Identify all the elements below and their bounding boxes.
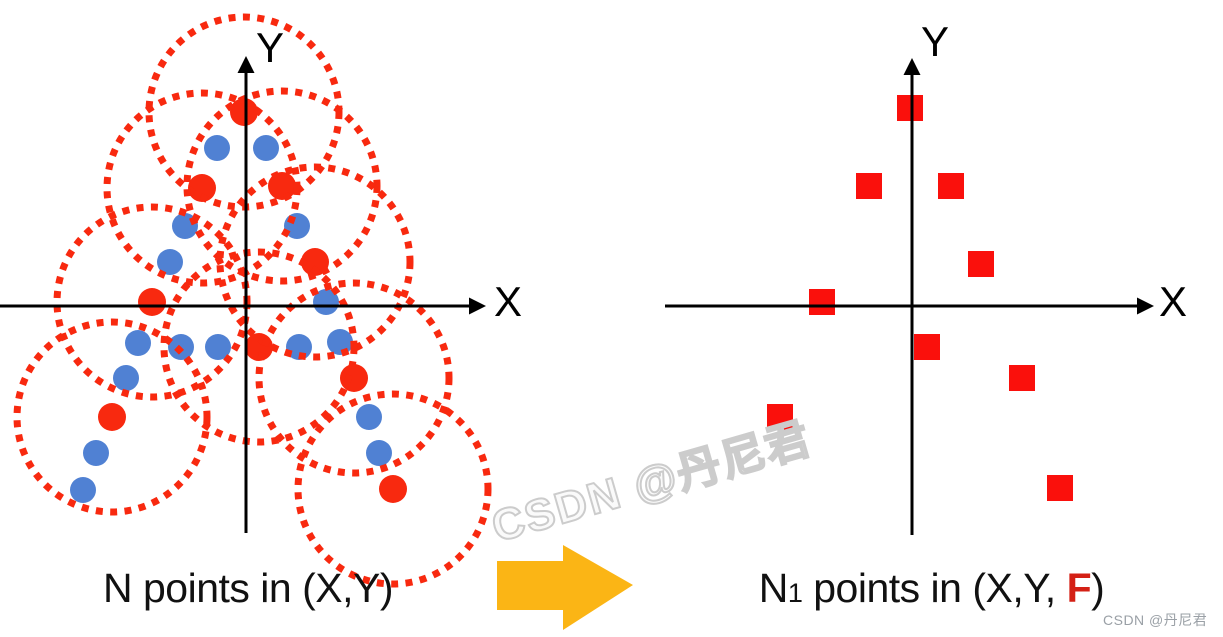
left-plot-caption: N points in (X,Y): [103, 565, 394, 611]
left-plot-x-axis-label: X: [494, 278, 522, 325]
right-plot-x-axis-label: X: [1159, 278, 1187, 325]
caption-f-highlight: F: [1066, 565, 1092, 611]
caption-end: ): [1091, 565, 1105, 611]
arrow-shape: [497, 545, 633, 630]
right-plot-y-axis-label: Y: [921, 18, 949, 65]
transform-arrow-icon: [497, 545, 633, 630]
caption-subscript-1: 1: [787, 578, 803, 608]
caption-n: N: [758, 565, 789, 611]
watermark-corner: CSDN @丹尼君: [1103, 612, 1208, 628]
right-plot-caption: N1 points in (X,Y, F): [640, 565, 1223, 612]
caption-mid: points in (X,Y,: [802, 565, 1067, 611]
left-plot-y-axis-label: Y: [256, 24, 284, 71]
